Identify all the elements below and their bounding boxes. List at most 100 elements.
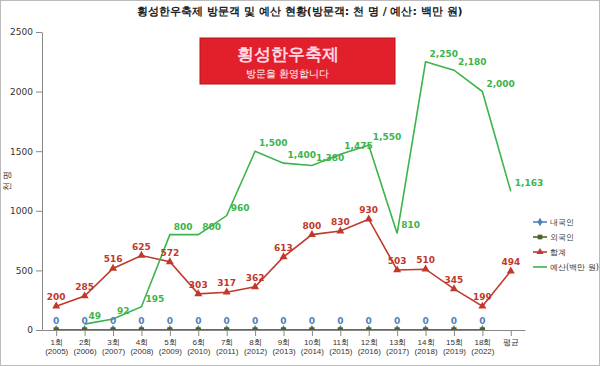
x-tick-label: 10회(2014) (301, 338, 324, 356)
series-marker (338, 327, 343, 330)
x-tick-label-line: 10회 (304, 338, 321, 347)
data-label: 516 (104, 254, 123, 264)
series-marker (54, 327, 59, 330)
series-marker (423, 327, 428, 330)
x-tick-label-line: (2014) (301, 347, 324, 356)
plot-marks (52, 62, 515, 330)
data-label: 572 (160, 248, 179, 258)
x-tick-mark (312, 330, 313, 336)
data-label: 199 (473, 292, 492, 302)
data-label: 960 (231, 203, 250, 213)
series-marker (308, 230, 316, 237)
x-tick-label-line: (2011) (216, 347, 239, 356)
data-label: 0 (280, 316, 286, 326)
x-tick-label-line: 2회 (79, 338, 91, 347)
series-marker (309, 327, 314, 330)
x-tick-label-line: 8회 (249, 338, 261, 347)
data-label: 0 (337, 316, 343, 326)
y-tick: 2000 (10, 87, 42, 97)
x-tick-label: 13회(2017) (386, 338, 409, 356)
x-tick: 5회(2009) (159, 330, 182, 356)
x-tick-label: 평균 (503, 338, 519, 347)
x-tick-label-line: 12회 (361, 338, 378, 347)
series-marker (223, 288, 231, 295)
x-tick-label-line: (2007) (102, 347, 125, 356)
x-tick-label-line: (2013) (272, 347, 295, 356)
legend-marker (538, 235, 543, 240)
data-label: 0 (167, 316, 173, 326)
data-label: 0 (81, 316, 87, 326)
x-tick-label-line: 7회 (221, 338, 233, 347)
x-tick: 7회(2011) (216, 330, 239, 356)
x-tick: 8회(2012) (244, 330, 267, 356)
x-tick-label: 9회(2013) (272, 338, 295, 356)
series-marker (110, 327, 115, 330)
data-label: 1,163 (515, 178, 543, 188)
data-label: 0 (252, 316, 258, 326)
y-axis-title: 천 명 (2, 171, 12, 192)
legend-item: 합계 (533, 248, 566, 257)
y-tick-label: 1500 (10, 147, 33, 157)
x-tick-label: 1회(2005) (45, 338, 68, 356)
chart: 횡성한우축제 방문객 및 예산 현황(방문객: 천 명 / 예산: 백만 원)0… (0, 0, 600, 366)
series-marker (224, 327, 229, 330)
y-tick: 1500 (10, 147, 42, 157)
x-tick-label: 3회(2007) (102, 338, 125, 356)
data-label: 494 (501, 257, 520, 267)
series-marker (109, 264, 117, 271)
x-tick-label: 15회(2019) (443, 338, 466, 356)
x-tick-mark (170, 330, 171, 336)
x-tick-label-line: 15회 (446, 338, 463, 347)
series-marker (480, 327, 485, 330)
x-tick-label: 8회(2012) (244, 338, 267, 356)
data-label: 92 (117, 306, 130, 316)
series-marker (279, 252, 287, 259)
x-tick-label-line: 4회 (136, 338, 148, 347)
data-label: 200 (47, 292, 66, 302)
series-marker (366, 327, 371, 330)
x-tick-mark (56, 330, 57, 336)
x-tick-mark (397, 330, 398, 336)
series-line (56, 329, 482, 330)
x-tick-label-line: (2017) (386, 347, 409, 356)
series-marker (281, 327, 286, 330)
x-tick-label-line: 3회 (107, 338, 119, 347)
x-tick: 6회(2010) (187, 330, 210, 356)
x-tick-mark (482, 330, 483, 336)
x-tick: 9회(2013) (272, 330, 295, 356)
y-tick-label: 2000 (10, 87, 33, 97)
legend-marker (537, 218, 542, 227)
series-marker (450, 284, 458, 291)
data-label: 303 (189, 280, 208, 290)
x-tick: 2회(2006) (74, 330, 97, 356)
x-tick-label-line: 6회 (193, 338, 205, 347)
data-label: 510 (416, 255, 435, 265)
x-tick: 1회(2005) (45, 330, 68, 356)
x-tick-label-line: (2022) (471, 347, 494, 356)
data-label: 503 (388, 256, 407, 266)
y-tick-mark (36, 92, 42, 93)
x-tick: 10회(2014) (301, 330, 324, 356)
y-tick-label: 0 (27, 325, 33, 335)
x-tick-mark (426, 330, 427, 336)
y-tick-mark (36, 32, 42, 33)
legend-marker (536, 248, 543, 254)
data-label: 810 (401, 220, 420, 230)
x-tick-mark (113, 330, 114, 336)
banner: 횡성한우축제방문을 환영합니다 (200, 38, 395, 84)
x-tick: 12회(2016) (358, 330, 381, 356)
data-label: 362 (246, 273, 265, 283)
data-labels: 0000000000000000200285516625572303317362… (47, 49, 543, 326)
y-tick: 500 (16, 266, 42, 276)
data-label: 830 (331, 217, 350, 227)
legend: 내국인외국인합계예산(백만 원) (533, 218, 599, 272)
data-label: 2,250 (430, 49, 458, 59)
x-tick-label-line: 5회 (164, 338, 176, 347)
series-marker (137, 251, 145, 258)
x-tick-label-line: 1회 (50, 338, 62, 347)
y-axis-line (42, 33, 43, 331)
series-marker (393, 265, 401, 272)
x-tick-mark (255, 330, 256, 336)
x-tick-label-line: (2019) (443, 347, 466, 356)
x-axis: 1회(2005)2회(2006)3회(2007)4회(2008)5회(2009)… (43, 330, 526, 356)
